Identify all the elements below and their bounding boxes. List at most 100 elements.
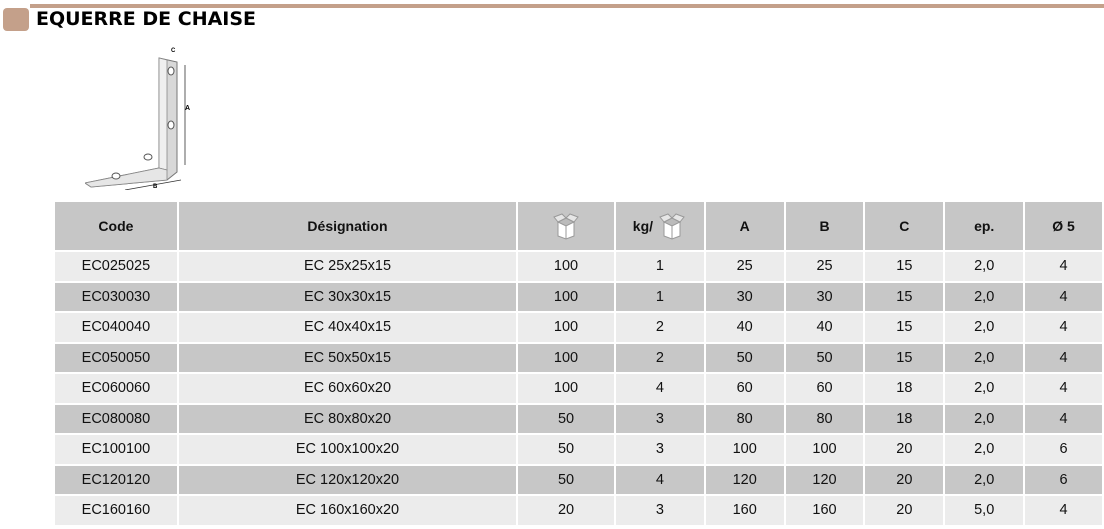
cell-b: 30 xyxy=(783,280,866,313)
header-box-quantity xyxy=(516,200,616,252)
cell-kg: 3 xyxy=(613,494,706,527)
cell-dia: 4 xyxy=(1023,280,1104,313)
cell-b: 160 xyxy=(783,494,866,527)
cell-b: 40 xyxy=(783,311,866,344)
cell-b: 60 xyxy=(783,372,866,405)
box-icon xyxy=(659,213,685,240)
cell-a: 25 xyxy=(703,250,786,283)
cell-c: 15 xyxy=(863,341,946,374)
cell-box: 100 xyxy=(516,280,616,313)
cell-c: 15 xyxy=(863,250,946,283)
header-kg-label: kg/ xyxy=(632,218,654,234)
header-a: A xyxy=(703,200,786,252)
cell-c: 18 xyxy=(863,372,946,405)
header-designation: Désignation xyxy=(176,200,519,252)
section-badge xyxy=(3,8,29,31)
table-header-row: Code Désignation kg/ xyxy=(53,200,1104,252)
cell-a: 120 xyxy=(703,463,786,496)
cell-a: 50 xyxy=(703,341,786,374)
cell-code: EC050050 xyxy=(53,341,179,374)
cell-ep: 2,0 xyxy=(943,433,1026,466)
cell-designation: EC 160x160x20 xyxy=(176,494,519,527)
header-code: Code xyxy=(53,200,179,252)
cell-code: EC080080 xyxy=(53,402,179,435)
cell-b: 80 xyxy=(783,402,866,435)
cell-a: 80 xyxy=(703,402,786,435)
table-row: EC160160 EC 160x160x20 20 3 160 160 20 5,0 4 xyxy=(53,494,1104,527)
cell-kg: 3 xyxy=(613,433,706,466)
title-rule xyxy=(30,4,1104,8)
cell-designation: EC 50x50x15 xyxy=(176,341,519,374)
cell-dia: 4 xyxy=(1023,402,1104,435)
cell-box: 100 xyxy=(516,250,616,283)
cell-b: 25 xyxy=(783,250,866,283)
page-title: EQUERRE DE CHAISE xyxy=(36,8,257,30)
cell-c: 20 xyxy=(863,463,946,496)
cell-dia: 4 xyxy=(1023,311,1104,344)
cell-a: 30 xyxy=(703,280,786,313)
cell-box: 100 xyxy=(516,341,616,374)
cell-ep: 2,0 xyxy=(943,280,1026,313)
cell-c: 15 xyxy=(863,280,946,313)
cell-dia: 4 xyxy=(1023,494,1104,527)
cell-ep: 2,0 xyxy=(943,372,1026,405)
header-diameter: Ø 5 xyxy=(1023,200,1104,252)
cell-designation: EC 100x100x20 xyxy=(176,433,519,466)
product-table: Code Désignation kg/ xyxy=(53,200,1104,527)
cell-box: 100 xyxy=(516,372,616,405)
cell-code: EC030030 xyxy=(53,280,179,313)
cell-kg: 1 xyxy=(613,280,706,313)
header-c: C xyxy=(863,200,946,252)
cell-ep: 2,0 xyxy=(943,311,1026,344)
cell-box: 50 xyxy=(516,433,616,466)
cell-b: 50 xyxy=(783,341,866,374)
cell-c: 20 xyxy=(863,433,946,466)
cell-box: 20 xyxy=(516,494,616,527)
cell-dia: 6 xyxy=(1023,433,1104,466)
table-row: EC080080 EC 80x80x20 50 3 80 80 18 2,0 4 xyxy=(53,402,1104,435)
header-b: B xyxy=(783,200,866,252)
cell-b: 100 xyxy=(783,433,866,466)
angle-bracket-image: A B C xyxy=(85,48,190,190)
cell-designation: EC 60x60x20 xyxy=(176,372,519,405)
cell-dia: 4 xyxy=(1023,341,1104,374)
cell-c: 20 xyxy=(863,494,946,527)
table-row: EC060060 EC 60x60x20 100 4 60 60 18 2,0 4 xyxy=(53,372,1104,405)
cell-kg: 2 xyxy=(613,341,706,374)
cell-kg: 4 xyxy=(613,372,706,405)
cell-a: 160 xyxy=(703,494,786,527)
cell-a: 60 xyxy=(703,372,786,405)
table-row: EC050050 EC 50x50x15 100 2 50 50 15 2,0 4 xyxy=(53,341,1104,374)
cell-box: 100 xyxy=(516,311,616,344)
dim-label-b: B xyxy=(153,184,158,190)
cell-code: EC025025 xyxy=(53,250,179,283)
cell-dia: 6 xyxy=(1023,463,1104,496)
cell-box: 50 xyxy=(516,463,616,496)
cell-code: EC100100 xyxy=(53,433,179,466)
cell-kg: 4 xyxy=(613,463,706,496)
cell-kg: 3 xyxy=(613,402,706,435)
cell-kg: 2 xyxy=(613,311,706,344)
cell-a: 40 xyxy=(703,311,786,344)
cell-c: 18 xyxy=(863,402,946,435)
cell-kg: 1 xyxy=(613,250,706,283)
cell-ep: 2,0 xyxy=(943,402,1026,435)
header-ep: ep. xyxy=(943,200,1026,252)
cell-designation: EC 120x120x20 xyxy=(176,463,519,496)
cell-designation: EC 80x80x20 xyxy=(176,402,519,435)
cell-code: EC040040 xyxy=(53,311,179,344)
table-row: EC120120 EC 120x120x20 50 4 120 120 20 2,0 6 xyxy=(53,463,1104,496)
table-row: EC030030 EC 30x30x15 100 1 30 30 15 2,0 4 xyxy=(53,280,1104,313)
table-row: EC040040 EC 40x40x15 100 2 40 40 15 2,0 4 xyxy=(53,311,1104,344)
cell-dia: 4 xyxy=(1023,250,1104,283)
cell-code: EC060060 xyxy=(53,372,179,405)
cell-ep: 2,0 xyxy=(943,463,1026,496)
cell-ep: 2,0 xyxy=(943,341,1026,374)
cell-a: 100 xyxy=(703,433,786,466)
cell-designation: EC 30x30x15 xyxy=(176,280,519,313)
cell-ep: 5,0 xyxy=(943,494,1026,527)
table-row: EC100100 EC 100x100x20 50 3 100 100 20 2,0 6 xyxy=(53,433,1104,466)
cell-box: 50 xyxy=(516,402,616,435)
table-row: EC025025 EC 25x25x15 100 1 25 25 15 2,0 4 xyxy=(53,250,1104,283)
cell-designation: EC 40x40x15 xyxy=(176,311,519,344)
